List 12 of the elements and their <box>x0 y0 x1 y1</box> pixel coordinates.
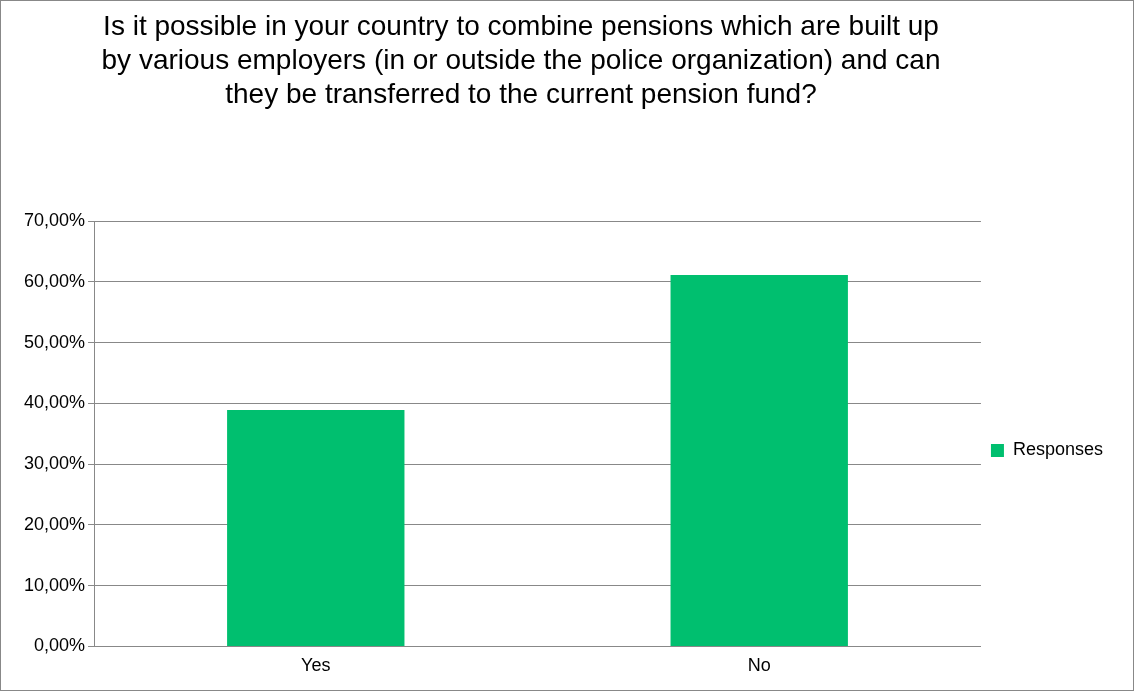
y-tick-label: 70,00% <box>23 209 86 230</box>
y-tick-label: 60,00% <box>23 270 86 291</box>
y-tick-label: 30,00% <box>23 453 86 474</box>
y-tick-label: 40,00% <box>23 392 86 413</box>
x-tick-label: Yes <box>301 655 331 676</box>
y-tick-label: 20,00% <box>23 513 86 534</box>
y-tick-label: 50,00% <box>23 331 86 352</box>
legend-label: Responses <box>1012 439 1104 460</box>
x-tick-label: No <box>747 655 771 676</box>
chart-title: Is it possible in your country to combine pensions which are built up by various employers (in or outside the police organization) and can they be transferred to the current pension fund? <box>101 9 941 111</box>
y-tick-label: 10,00% <box>23 574 86 595</box>
y-tick-label: 0,00% <box>34 635 86 656</box>
